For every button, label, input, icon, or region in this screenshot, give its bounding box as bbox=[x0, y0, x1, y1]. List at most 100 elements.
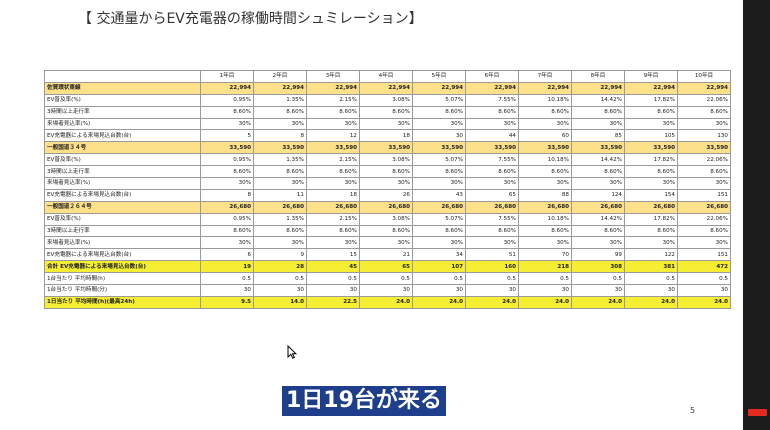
row-value: 30% bbox=[677, 177, 731, 190]
row-label: 一般国道２６４号 bbox=[44, 200, 201, 214]
row-value: 34 bbox=[412, 248, 466, 262]
row-value: 26,680 bbox=[571, 200, 625, 214]
row-label: 来場者見込率(%) bbox=[44, 236, 201, 250]
row-value: 2.15% bbox=[306, 212, 360, 226]
header-year-4: 4年目 bbox=[359, 70, 413, 83]
row-value: 12 bbox=[306, 129, 360, 143]
row-value: 30% bbox=[253, 236, 307, 250]
row-label: 3時間以上走行率 bbox=[44, 105, 201, 119]
row-value: 124 bbox=[571, 188, 625, 202]
row-value: 8.60% bbox=[518, 105, 572, 119]
row-value: 8.60% bbox=[677, 105, 731, 119]
row-value: 30% bbox=[253, 177, 307, 190]
row-value: 30% bbox=[412, 236, 466, 250]
table-row: EV充電器による来場見込台数(台) 6 9 15 21 34 51 70 99 122 151 bbox=[44, 248, 731, 262]
row-value: 22,994 bbox=[571, 81, 625, 95]
row-value: 8.60% bbox=[306, 105, 360, 119]
row-value: 160 bbox=[465, 260, 519, 274]
row-value: 99 bbox=[571, 248, 625, 262]
row-value: 30% bbox=[412, 177, 466, 190]
row-value: 30 bbox=[306, 284, 360, 297]
row-label: 3時間以上走行率 bbox=[44, 224, 201, 238]
table-row: 1日当たり 平均時間(h)(最高24h) 9.5 14.0 22.5 24.0 24.0 2… bbox=[44, 295, 731, 309]
row-value: 10.18% bbox=[518, 153, 572, 167]
row-value: 51 bbox=[465, 248, 519, 262]
row-value: 8.60% bbox=[677, 165, 731, 179]
row-value: 22,994 bbox=[253, 81, 307, 95]
table-row: 一般国道２６４号 26,680 26,680 26,680 26,680 26,680 26… bbox=[44, 200, 731, 214]
row-value: 2.15% bbox=[306, 93, 360, 107]
row-value: 30% bbox=[518, 236, 572, 250]
row-value: 19 bbox=[200, 260, 254, 274]
row-value: 0.95% bbox=[200, 212, 254, 226]
row-value: 85 bbox=[571, 129, 625, 143]
row-value: 8.60% bbox=[518, 165, 572, 179]
table-row: 佐賀環状東線 22,994 22,994 22,994 22,994 22,994 22,9… bbox=[44, 81, 731, 95]
row-value: 33,590 bbox=[518, 141, 572, 155]
row-label: EV普及率(%) bbox=[44, 212, 201, 226]
header-year-7: 7年目 bbox=[518, 70, 572, 83]
table-body: 佐賀環状東線 22,994 22,994 22,994 22,994 22,994 22,9… bbox=[44, 81, 731, 309]
row-value: 30% bbox=[571, 236, 625, 250]
table-row: EV普及率(%) 0.95% 1.35% 2.15% 3.08% 5.07% 7.55% 10… bbox=[44, 93, 731, 107]
row-value: 22,994 bbox=[465, 81, 519, 95]
row-value: 5.07% bbox=[412, 93, 466, 107]
row-value: 0.5 bbox=[518, 272, 572, 286]
row-value: 18 bbox=[306, 188, 360, 202]
row-value: 22,994 bbox=[518, 81, 572, 95]
row-value: 65 bbox=[465, 188, 519, 202]
table-row: 来場者見込率(%) 30% 30% 30% 30% 30% 30% 30% 30% 30% 30% bbox=[44, 117, 731, 131]
row-value: 8.60% bbox=[253, 224, 307, 238]
row-value: 7.55% bbox=[465, 93, 519, 107]
row-value: 0.5 bbox=[571, 272, 625, 286]
row-value: 22,994 bbox=[677, 81, 731, 95]
row-value: 1.35% bbox=[253, 153, 307, 167]
row-value: 30% bbox=[518, 117, 572, 131]
row-value: 105 bbox=[624, 129, 678, 143]
row-value: 107 bbox=[412, 260, 466, 274]
row-value: 17.82% bbox=[624, 153, 678, 167]
recording-badge bbox=[748, 409, 767, 416]
row-value: 9 bbox=[253, 248, 307, 262]
header-label-cell bbox=[44, 70, 201, 83]
row-value: 30 bbox=[412, 129, 466, 143]
row-value: 22.06% bbox=[677, 153, 731, 167]
row-label: EV充電器による来場見込台数(台) bbox=[44, 248, 201, 262]
mouse-pointer-icon bbox=[287, 345, 297, 359]
row-value: 8.60% bbox=[571, 224, 625, 238]
row-value: 6 bbox=[200, 248, 254, 262]
row-value: 8.60% bbox=[624, 165, 678, 179]
row-label: 1台当たり 平均時間(h) bbox=[44, 272, 201, 286]
row-value: 30 bbox=[412, 284, 466, 297]
row-label: 来場者見込率(%) bbox=[44, 177, 201, 190]
row-value: 154 bbox=[624, 188, 678, 202]
row-value: 8.60% bbox=[200, 105, 254, 119]
table-row: 来場者見込率(%) 30% 30% 30% 30% 30% 30% 30% 30% 30% 30% bbox=[44, 236, 731, 250]
row-value: 24.0 bbox=[677, 295, 731, 309]
row-value: 0.5 bbox=[253, 272, 307, 286]
row-value: 30% bbox=[306, 236, 360, 250]
row-value: 30% bbox=[677, 117, 731, 131]
simulation-table-wrap: 1年目 2年目 3年目 4年目 5年目 6年目 7年目 8年目 9年目 10年目 佐賀環状東線 22… bbox=[44, 70, 731, 309]
row-value: 30% bbox=[624, 177, 678, 190]
row-value: 30% bbox=[253, 117, 307, 131]
row-value: 8.60% bbox=[359, 165, 413, 179]
row-value: 24.0 bbox=[571, 295, 625, 309]
row-value: 30 bbox=[571, 284, 625, 297]
row-value: 30% bbox=[200, 117, 254, 131]
row-value: 8.60% bbox=[624, 105, 678, 119]
row-value: 3.08% bbox=[359, 212, 413, 226]
row-value: 8.60% bbox=[253, 105, 307, 119]
row-value: 24.0 bbox=[412, 295, 466, 309]
row-value: 17.82% bbox=[624, 212, 678, 226]
row-value: 22,994 bbox=[306, 81, 360, 95]
row-value: 14.0 bbox=[253, 295, 307, 309]
row-label: 佐賀環状東線 bbox=[44, 81, 201, 95]
row-value: 33,590 bbox=[200, 141, 254, 155]
table-row: 1台当たり 平均時間(h) 0.5 0.5 0.5 0.5 0.5 0.5 0.5 0.5 0.5… bbox=[44, 272, 731, 286]
row-value: 8.60% bbox=[412, 105, 466, 119]
header-year-2: 2年目 bbox=[253, 70, 307, 83]
row-value: 33,590 bbox=[677, 141, 731, 155]
row-value: 33,590 bbox=[465, 141, 519, 155]
row-value: 30% bbox=[359, 177, 413, 190]
